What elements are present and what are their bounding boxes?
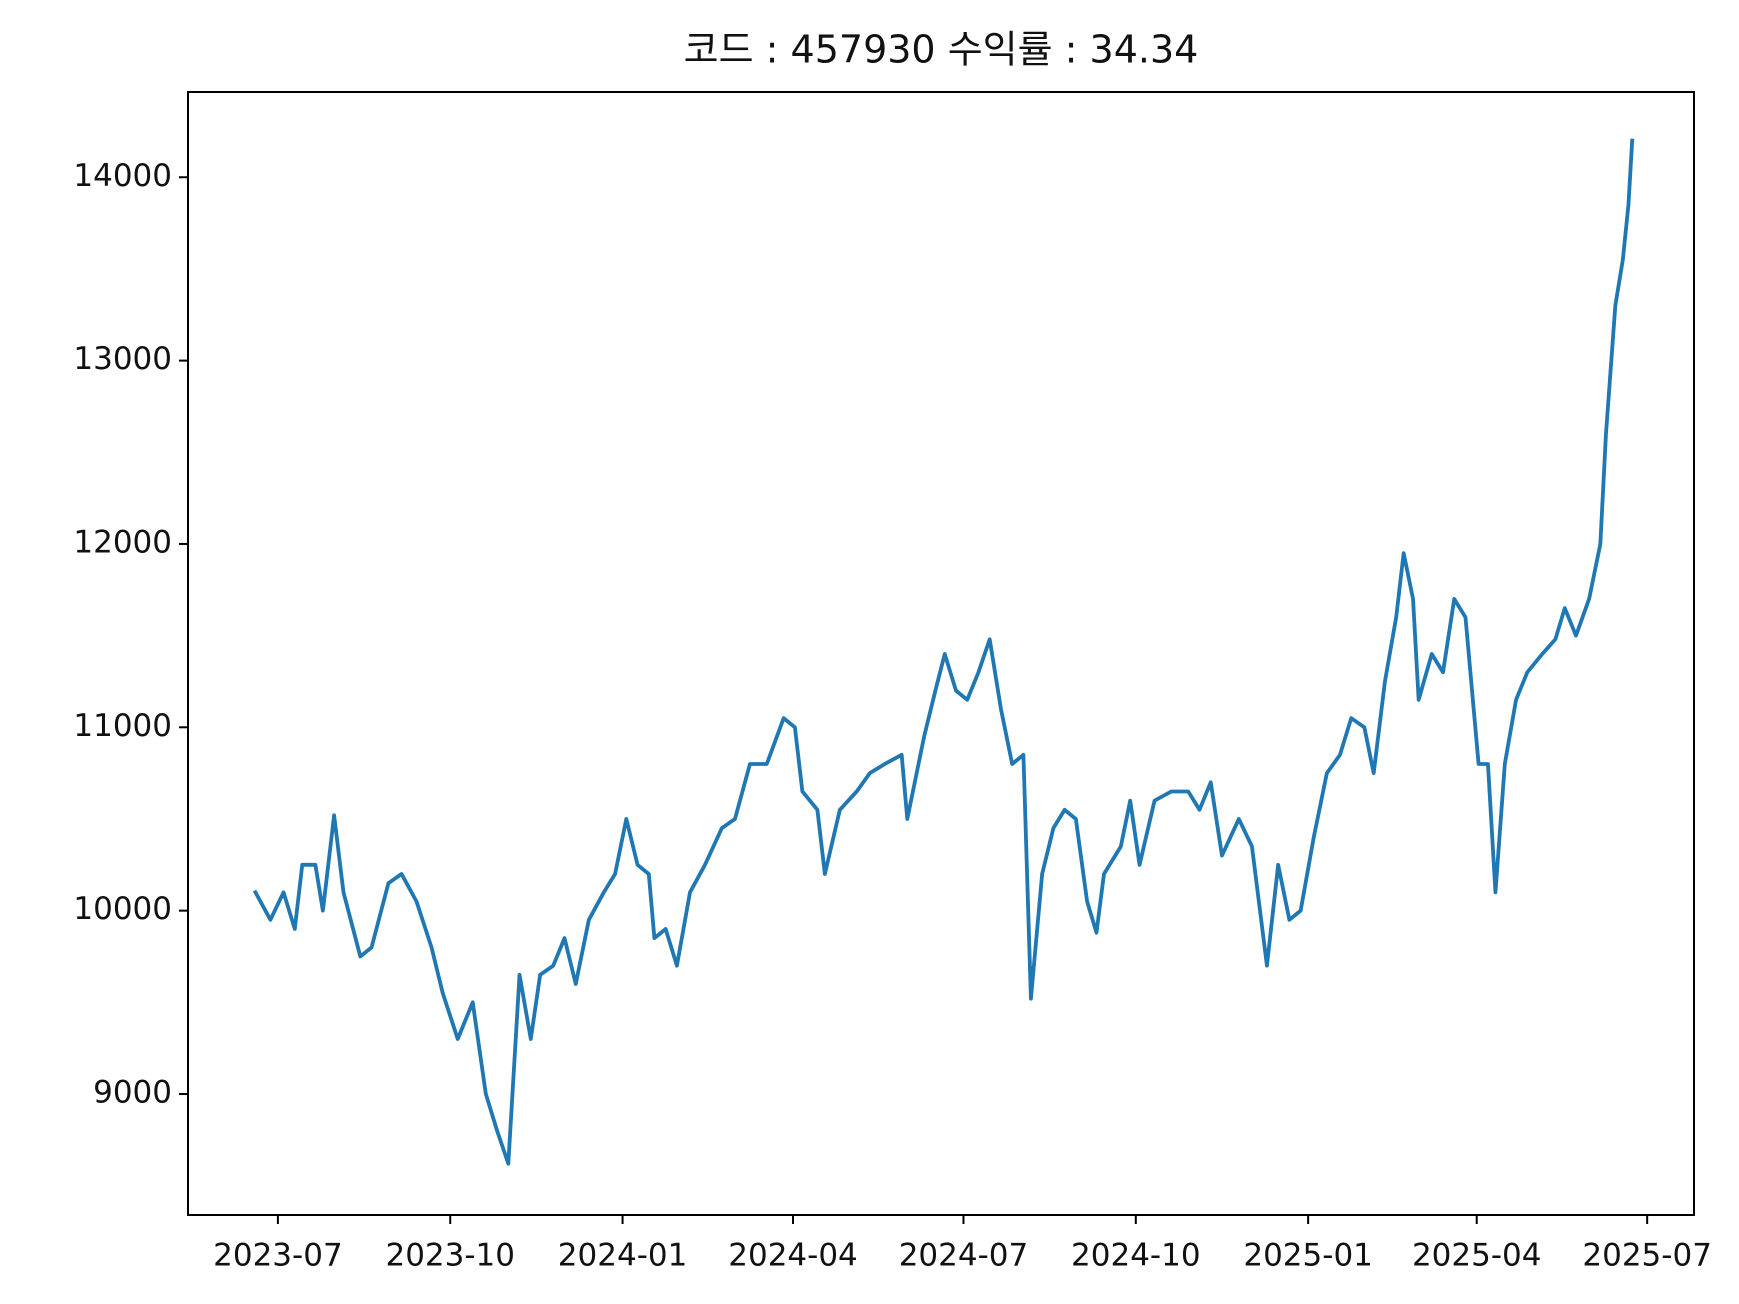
y-tick-label: 10000	[73, 891, 172, 927]
plot-frame	[187, 91, 1695, 1216]
x-tick-label: 2025-04	[1412, 1238, 1542, 1274]
x-tick-label: 2025-07	[1582, 1238, 1712, 1274]
y-tick-label: 14000	[73, 158, 172, 194]
x-tick-label: 2024-04	[728, 1238, 858, 1274]
y-tick-label: 9000	[93, 1074, 172, 1110]
data-line	[252, 138, 1635, 1166]
y-tick-label: 11000	[73, 708, 172, 744]
y-tick-label: 12000	[73, 524, 172, 560]
x-tick-label: 2024-07	[899, 1238, 1029, 1274]
x-tick-label: 2023-10	[385, 1238, 515, 1274]
x-tick-label: 2024-10	[1071, 1238, 1201, 1274]
x-tick-label: 2023-07	[213, 1238, 343, 1274]
y-tick-label: 13000	[73, 341, 172, 377]
x-tick-label: 2025-01	[1243, 1238, 1373, 1274]
chart-title: 코드 : 457930 수익률 : 34.34	[684, 28, 1199, 72]
x-tick-label: 2024-01	[558, 1238, 688, 1274]
